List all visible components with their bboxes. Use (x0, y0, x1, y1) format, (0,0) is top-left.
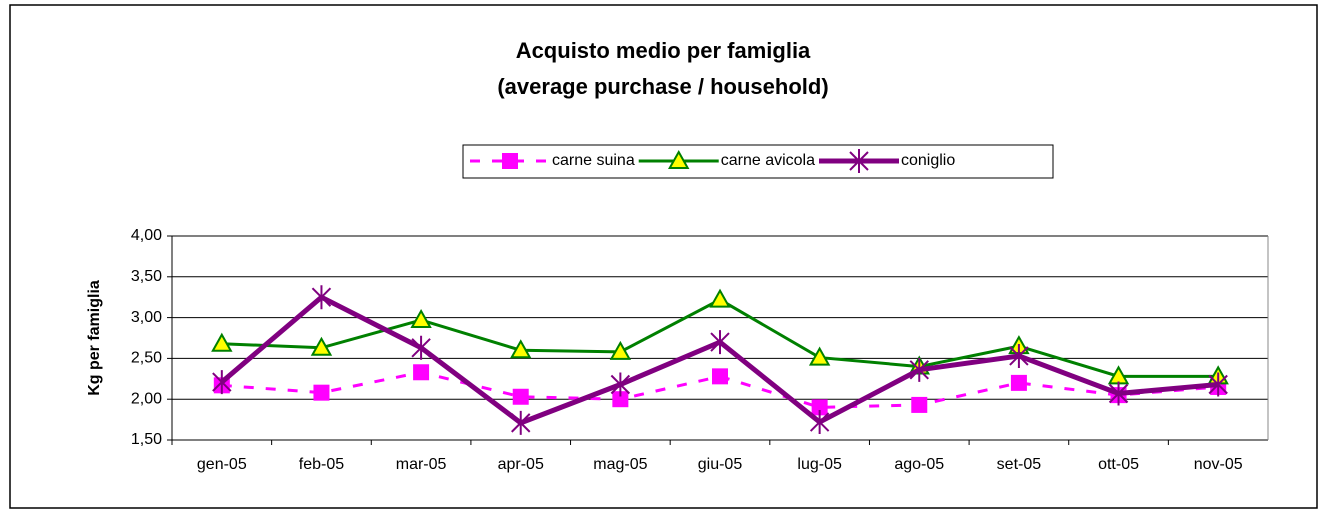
marker (911, 396, 928, 413)
marker (1108, 381, 1129, 406)
x-tick-label: lug-05 (797, 456, 842, 473)
x-tick-label: feb-05 (299, 456, 344, 473)
marker (712, 368, 728, 385)
marker (809, 410, 830, 435)
marker (808, 346, 831, 366)
x-tick-label: mar-05 (396, 456, 447, 473)
y-tick-label: 3,00 (131, 309, 162, 326)
y-tick-label: 3,50 (131, 268, 162, 285)
marker (1208, 372, 1228, 397)
marker (849, 149, 869, 173)
marker (1010, 374, 1027, 391)
marker (512, 388, 529, 405)
chart-subtitle: (average purchase / household) (497, 74, 828, 99)
marker (909, 357, 929, 382)
y-tick-label: 2,50 (131, 350, 162, 367)
marker (811, 399, 828, 416)
x-tick-label: set-05 (997, 456, 1042, 473)
chart-title: Acquisto medio per famiglia (516, 38, 811, 63)
legend-label: carne suina (552, 152, 635, 169)
marker (1009, 343, 1029, 368)
legend-label: carne avicola (721, 152, 815, 169)
marker (612, 391, 629, 408)
x-tick-label: giu-05 (698, 456, 743, 473)
marker (410, 309, 432, 329)
marker (502, 153, 518, 169)
marker (212, 370, 232, 395)
x-tick-label: apr-05 (498, 456, 544, 473)
marker (609, 340, 632, 360)
x-tick-label: mag-05 (593, 456, 647, 473)
marker (668, 149, 690, 169)
marker (511, 410, 531, 435)
y-tick-label: 1,50 (131, 431, 162, 448)
y-tick-label: 2,00 (131, 390, 162, 407)
y-axis-label: Kg per famiglia (86, 280, 103, 396)
y-tick-label: 4,00 (131, 227, 162, 244)
x-tick-label: ott-05 (1098, 456, 1139, 473)
x-tick-label: nov-05 (1194, 456, 1243, 473)
marker (211, 332, 233, 352)
legend-box (462, 144, 1054, 179)
marker (610, 372, 631, 397)
marker (411, 335, 431, 360)
marker (311, 285, 332, 310)
x-tick-label: gen-05 (197, 456, 247, 473)
marker (709, 288, 731, 308)
marker (510, 339, 532, 359)
chart-border (9, 4, 1318, 509)
marker (413, 364, 430, 381)
marker (710, 330, 730, 355)
marker (313, 384, 330, 401)
x-tick-label: ago-05 (894, 456, 944, 473)
legend-label: coniglio (901, 152, 955, 169)
marker (310, 336, 333, 356)
